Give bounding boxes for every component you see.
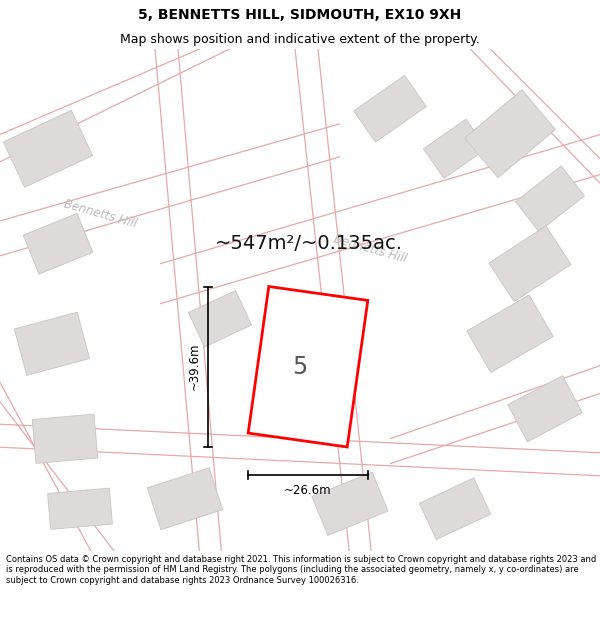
Polygon shape: [32, 414, 98, 463]
Polygon shape: [248, 286, 368, 447]
Polygon shape: [147, 468, 223, 530]
Text: ~39.6m: ~39.6m: [187, 343, 200, 391]
Polygon shape: [14, 312, 89, 376]
Text: Contains OS data © Crown copyright and database right 2021. This information is : Contains OS data © Crown copyright and d…: [6, 555, 596, 585]
Polygon shape: [424, 119, 487, 178]
Text: ~26.6m: ~26.6m: [284, 484, 332, 498]
Text: Bennetts Hill: Bennetts Hill: [332, 232, 408, 266]
Polygon shape: [419, 478, 491, 539]
Polygon shape: [508, 376, 582, 442]
Polygon shape: [467, 295, 553, 372]
Polygon shape: [47, 488, 112, 529]
Polygon shape: [489, 226, 571, 301]
Polygon shape: [312, 472, 388, 536]
Polygon shape: [23, 213, 93, 274]
Polygon shape: [515, 166, 584, 232]
Text: 5, BENNETTS HILL, SIDMOUTH, EX10 9XH: 5, BENNETTS HILL, SIDMOUTH, EX10 9XH: [139, 8, 461, 22]
Polygon shape: [4, 110, 92, 188]
Text: 5: 5: [292, 355, 308, 379]
Text: Map shows position and indicative extent of the property.: Map shows position and indicative extent…: [120, 32, 480, 46]
Text: Bennetts Hill: Bennetts Hill: [62, 197, 138, 231]
Text: ~547m²/~0.135ac.: ~547m²/~0.135ac.: [215, 234, 403, 253]
Polygon shape: [464, 90, 556, 178]
Polygon shape: [354, 76, 426, 142]
Polygon shape: [188, 291, 251, 347]
